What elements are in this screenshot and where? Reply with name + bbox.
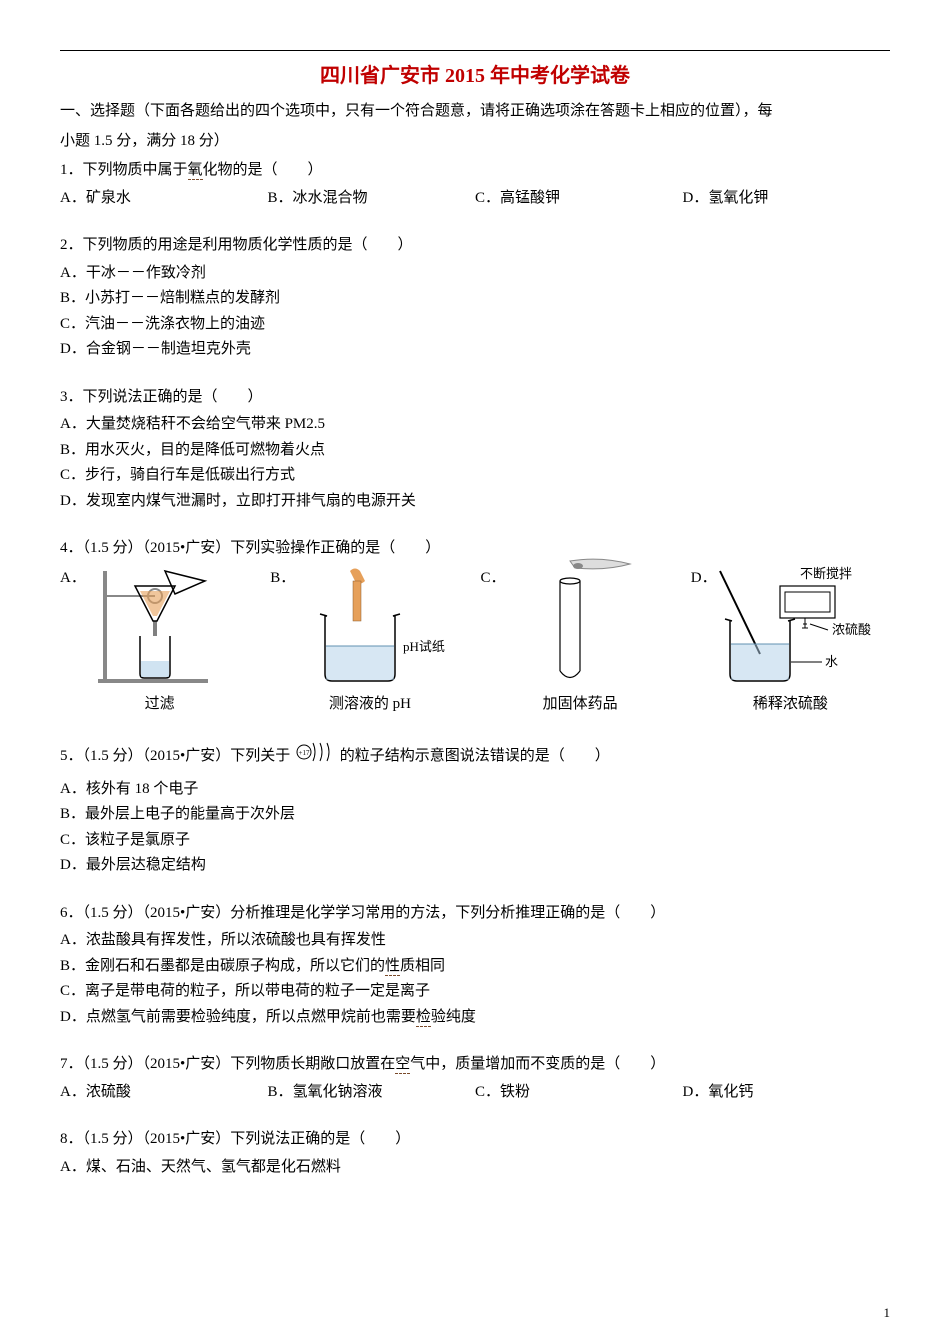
q5-stem: 5．（1.5 分）（2015•广安）下列关于 +17 的粒子结构示意图说法错误的…: [60, 739, 890, 775]
q6-ul-b: 性: [385, 958, 400, 976]
q7-b: B．氢氧化钠溶液: [268, 1080, 476, 1106]
section-instruction-2: 小题 1.5 分，满分 18 分）: [60, 129, 890, 155]
q6-b: B．金刚石和石墨都是由碳原子构成，所以它们的性质相同: [60, 954, 890, 980]
q1-c: C．高锰酸钾: [475, 186, 683, 212]
q7-a: A．浓硫酸: [60, 1080, 268, 1106]
q4-opt-a: A． 过滤: [60, 566, 259, 718]
q4-stem: 4．（1.5 分）（2015•广安）下列实验操作正确的是（ ）: [60, 536, 890, 562]
stir-label: 不断搅拌: [800, 566, 852, 581]
q4-cap-a: 过滤: [60, 692, 259, 718]
q4-label-d: D．: [691, 566, 717, 592]
question-4: 4．（1.5 分）（2015•广安）下列实验操作正确的是（ ） A．: [60, 536, 890, 717]
q5-stem-2: 的粒子结构示意图说法错误的是（ ）: [340, 748, 610, 764]
q7-c: C．铁粉: [475, 1080, 683, 1106]
question-2: 2．下列物质的用途是利用物质化学性质的是（ ） A．干冰－－作致冷剂 B．小苏打…: [60, 233, 890, 363]
question-3: 3．下列说法正确的是（ ） A．大量焚烧秸秆不会给空气带来 PM2.5 B．用水…: [60, 385, 890, 515]
q4-options: A． 过滤 B．: [60, 566, 890, 718]
q6-c: C．离子是带电荷的粒子，所以带电荷的粒子一定是离子: [60, 979, 890, 1005]
svg-text:+17: +17: [299, 749, 310, 757]
water-label: 水: [825, 654, 838, 669]
q2-stem: 2．下列物质的用途是利用物质化学性质的是（ ）: [60, 233, 890, 259]
exam-title: 四川省广安市 2015 年中考化学试卷: [60, 59, 890, 93]
acid-label: 浓硫酸: [832, 622, 871, 637]
q1-stem: 1．下列物质中属于氧化物的是（ ）: [60, 158, 890, 184]
solid-add-diagram-icon: [481, 566, 680, 686]
top-rule: [60, 50, 890, 51]
atom-structure-icon: +17: [296, 739, 334, 775]
q2-d: D．合金钢－－制造坦克外壳: [60, 337, 890, 363]
q3-b: B．用水灭火，目的是降低可燃物着火点: [60, 438, 890, 464]
q7-ul: 空: [395, 1056, 410, 1074]
ph-diagram-icon: pH试纸: [270, 566, 469, 686]
q1-a: A．矿泉水: [60, 186, 268, 212]
q1-ul: 氧: [188, 162, 203, 180]
question-7: 7．（1.5 分）（2015•广安）下列物质长期敞口放置在空气中，质量增加而不变…: [60, 1052, 890, 1105]
q2-c: C．汽油－－洗涤衣物上的油迹: [60, 312, 890, 338]
q4-label-c: C．: [481, 566, 506, 592]
q4-opt-b: B． pH试纸 测溶液的 pH: [270, 566, 469, 718]
q4-label-a: A．: [60, 566, 86, 592]
q1-options: A．矿泉水 B．冰水混合物 C．高锰酸钾 D．氢氧化钾: [60, 186, 890, 212]
q5-b: B．最外层上电子的能量高于次外层: [60, 802, 890, 828]
page-number: 1: [884, 1302, 891, 1324]
question-5: 5．（1.5 分）（2015•广安）下列关于 +17 的粒子结构示意图说法错误的…: [60, 739, 890, 879]
question-1: 1．下列物质中属于氧化物的是（ ） A．矿泉水 B．冰水混合物 C．高锰酸钾 D…: [60, 158, 890, 211]
ph-label: pH试纸: [403, 639, 445, 654]
q4-opt-d: D． 不断搅拌 浓硫酸 水: [691, 566, 890, 718]
q3-c: C．步行，骑自行车是低碳出行方式: [60, 463, 890, 489]
q4-opt-c: C． 加固体药品: [481, 566, 680, 718]
q4-label-b: B．: [270, 566, 295, 592]
q6-ul-d: 检: [416, 1009, 431, 1027]
question-6: 6．（1.5 分）（2015•广安）分析推理是化学学习常用的方法，下列分析推理正…: [60, 901, 890, 1031]
q6-d: D．点燃氢气前需要检验纯度，所以点燃甲烷前也需要检验纯度: [60, 1005, 890, 1031]
q3-a: A．大量焚烧秸秆不会给空气带来 PM2.5: [60, 412, 890, 438]
section-instruction-1: 一、选择题（下面各题给出的四个选项中，只有一个符合题意，请将正确选项涂在答题卡上…: [60, 99, 890, 125]
dilute-diagram-icon: 不断搅拌 浓硫酸 水: [691, 566, 890, 686]
q5-a: A．核外有 18 个电子: [60, 777, 890, 803]
q7-options: A．浓硫酸 B．氢氧化钠溶液 C．铁粉 D．氧化钙: [60, 1080, 890, 1106]
question-8: 8．（1.5 分）（2015•广安）下列说法正确的是（ ） A．煤、石油、天然气…: [60, 1127, 890, 1180]
q5-stem-1: 5．（1.5 分）（2015•广安）下列关于: [60, 748, 290, 764]
q1-d: D．氢氧化钾: [683, 186, 891, 212]
q2-b: B．小苏打－－焙制糕点的发酵剂: [60, 286, 890, 312]
q5-d: D．最外层达稳定结构: [60, 853, 890, 879]
q6-stem: 6．（1.5 分）（2015•广安）分析推理是化学学习常用的方法，下列分析推理正…: [60, 901, 890, 927]
q4-cap-b: 测溶液的 pH: [270, 692, 469, 718]
q7-d: D．氧化钙: [683, 1080, 891, 1106]
q8-stem: 8．（1.5 分）（2015•广安）下列说法正确的是（ ）: [60, 1127, 890, 1153]
q3-d: D．发现室内煤气泄漏时，立即打开排气扇的电源开关: [60, 489, 890, 515]
filter-diagram-icon: [60, 566, 259, 686]
q5-c: C．该粒子是氯原子: [60, 828, 890, 854]
q4-cap-d: 稀释浓硫酸: [691, 692, 890, 718]
q2-a: A．干冰－－作致冷剂: [60, 261, 890, 287]
q6-a: A．浓盐酸具有挥发性，所以浓硫酸也具有挥发性: [60, 928, 890, 954]
q7-stem: 7．（1.5 分）（2015•广安）下列物质长期敞口放置在空气中，质量增加而不变…: [60, 1052, 890, 1078]
q8-a: A．煤、石油、天然气、氢气都是化石燃料: [60, 1155, 890, 1181]
q1-b: B．冰水混合物: [268, 186, 476, 212]
q3-stem: 3．下列说法正确的是（ ）: [60, 385, 890, 411]
